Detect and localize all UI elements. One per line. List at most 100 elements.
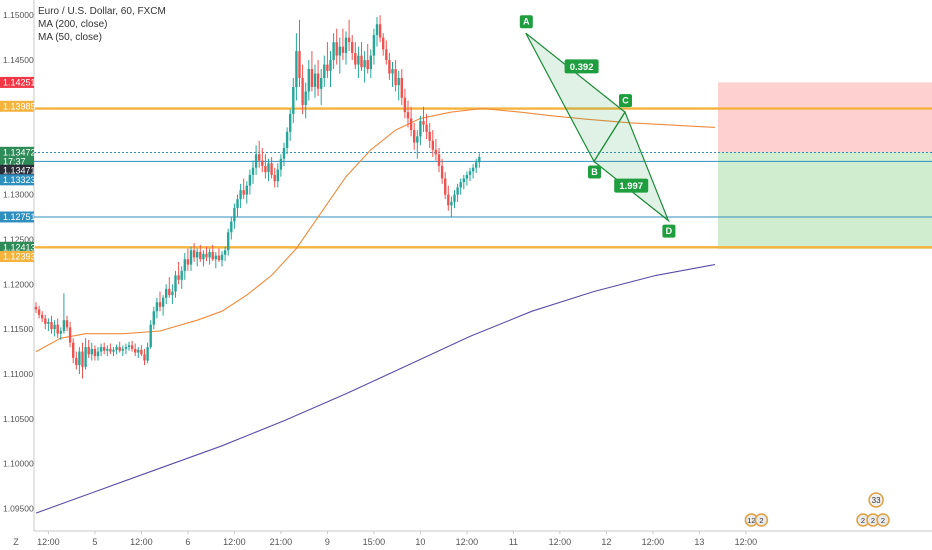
candle-body bbox=[434, 149, 438, 155]
candle-body bbox=[248, 174, 252, 186]
candle-body bbox=[459, 182, 462, 188]
candle-body bbox=[332, 42, 335, 61]
candle-body bbox=[214, 255, 217, 260]
candle-body bbox=[84, 347, 87, 367]
x-tick-label: 12:00 bbox=[549, 537, 572, 547]
price-axis-label bbox=[0, 211, 34, 223]
harmonic-point-a[interactable] bbox=[519, 15, 533, 29]
candle-body bbox=[316, 73, 320, 89]
economic-event-marker[interactable]: 12 2 bbox=[744, 513, 769, 527]
candle-body bbox=[137, 349, 140, 353]
candle-body bbox=[171, 291, 174, 296]
ratio-badge[interactable] bbox=[614, 178, 649, 193]
candle-body bbox=[447, 194, 450, 206]
candle-body bbox=[413, 130, 416, 143]
candle-body bbox=[130, 345, 134, 349]
candle-body bbox=[208, 252, 211, 258]
harmonic-point-label: D bbox=[666, 226, 673, 236]
candle-body bbox=[124, 347, 128, 349]
candle-body bbox=[320, 78, 323, 89]
price-axis-label-text: 1.12413 bbox=[3, 242, 36, 252]
candle-body bbox=[267, 163, 270, 173]
candle-body bbox=[301, 78, 304, 105]
candle-body bbox=[354, 52, 357, 65]
candle-body bbox=[422, 121, 425, 125]
x-tick-label: 15:00 bbox=[363, 537, 386, 547]
x-tick-label: 21:00 bbox=[270, 537, 293, 547]
candle-body bbox=[186, 259, 190, 265]
x-tick-label: 11 bbox=[509, 537, 518, 547]
price-axis-label-text: 1.13985 bbox=[3, 101, 36, 111]
candle-body bbox=[335, 42, 338, 56]
x-tick-label: 12:00 bbox=[456, 537, 479, 547]
candle-body bbox=[409, 118, 413, 131]
candle-body bbox=[72, 342, 75, 358]
candle-body bbox=[140, 349, 143, 355]
harmonic-point-d[interactable] bbox=[662, 224, 676, 238]
candle-body bbox=[211, 252, 214, 260]
ma200-line[interactable] bbox=[35, 264, 715, 514]
candle-body bbox=[134, 348, 137, 353]
candle-body bbox=[258, 154, 261, 161]
candle-body bbox=[174, 275, 177, 292]
candle-body bbox=[202, 253, 205, 260]
candle-body bbox=[115, 347, 118, 350]
price-axis-label-text: 1.13471 bbox=[3, 166, 36, 176]
candle-body bbox=[96, 351, 100, 357]
ma50-line[interactable] bbox=[35, 107, 715, 353]
event-count: 2 bbox=[861, 516, 865, 525]
candle-body bbox=[118, 347, 121, 351]
candle-body bbox=[351, 42, 354, 53]
price-axis-label bbox=[0, 146, 34, 158]
y-tick-label: 1.15000 bbox=[3, 10, 34, 20]
price-axis-label bbox=[0, 100, 34, 112]
candle-body bbox=[239, 190, 242, 200]
indicator-ma50[interactable]: MA (50, close) bbox=[38, 32, 102, 43]
candle-body bbox=[366, 60, 369, 70]
take-profit-zone[interactable] bbox=[718, 152, 932, 250]
candle-body bbox=[282, 147, 286, 159]
candle-body bbox=[217, 255, 221, 261]
candle-body bbox=[431, 140, 434, 150]
candle-body bbox=[338, 46, 341, 56]
candle-body bbox=[127, 345, 131, 348]
candle-body bbox=[59, 330, 62, 334]
harmonic-point-label: B bbox=[591, 167, 598, 177]
candle-body bbox=[242, 190, 245, 195]
y-tick-label: 1.12500 bbox=[3, 234, 34, 244]
candle-body bbox=[276, 169, 279, 182]
candle-body bbox=[385, 49, 388, 61]
ratio-badge[interactable] bbox=[564, 59, 599, 74]
candle-body bbox=[478, 156, 481, 163]
price-axis-label bbox=[0, 241, 34, 253]
harmonic-ac-line bbox=[525, 32, 626, 113]
indicator-ma200[interactable]: MA (200, close) bbox=[38, 19, 108, 30]
candle-body bbox=[357, 55, 360, 65]
candle-body bbox=[397, 78, 400, 86]
harmonic-point-b[interactable] bbox=[588, 165, 601, 179]
price-axis-label bbox=[0, 164, 34, 176]
candle-body bbox=[196, 252, 199, 258]
economic-event-marker[interactable]: 33 bbox=[868, 492, 884, 508]
candle-body bbox=[199, 252, 202, 260]
candle-body bbox=[168, 288, 171, 296]
candle-body bbox=[475, 162, 478, 168]
harmonic-point-c[interactable] bbox=[619, 94, 632, 108]
candle-body bbox=[261, 160, 264, 166]
candle-body bbox=[109, 348, 112, 352]
ratio-label: 0.392 bbox=[570, 62, 594, 73]
candle-body bbox=[292, 87, 295, 114]
stop-loss-zone[interactable] bbox=[718, 82, 932, 153]
y-tick-label: 1.09500 bbox=[3, 504, 34, 514]
candle-body bbox=[254, 154, 258, 168]
timezone-icon[interactable]: Z bbox=[13, 537, 19, 547]
candle-body bbox=[298, 51, 301, 79]
candle-body bbox=[450, 201, 453, 206]
candle-body bbox=[47, 322, 50, 324]
y-tick-label: 1.11000 bbox=[3, 369, 33, 379]
candle-body bbox=[382, 37, 385, 50]
x-tick-label: 12:00 bbox=[223, 537, 246, 547]
candle-body bbox=[416, 136, 419, 143]
